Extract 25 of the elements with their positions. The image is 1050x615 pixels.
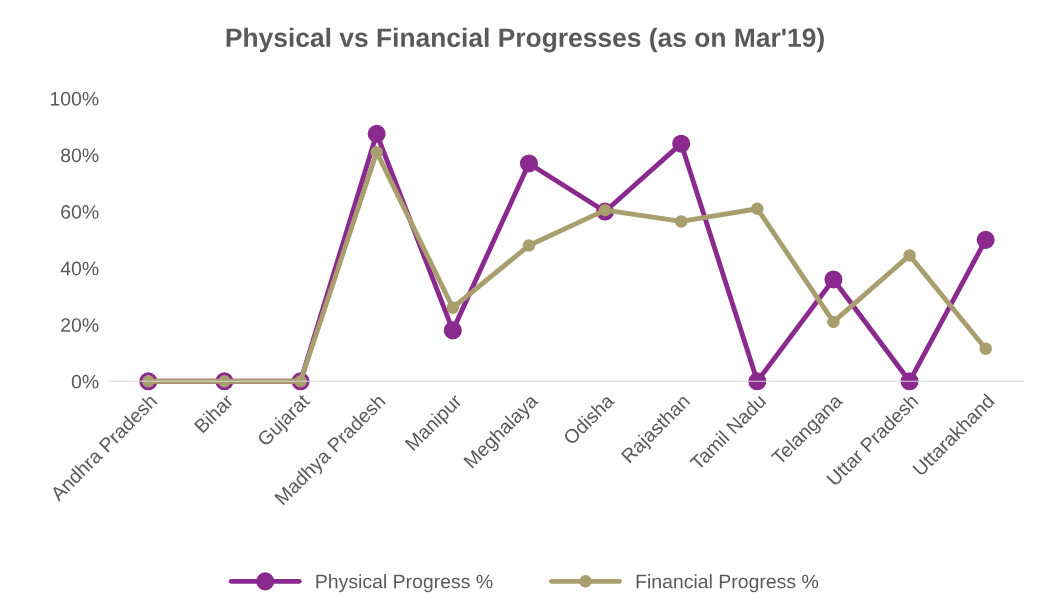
legend-label: Financial Progress % <box>636 574 819 593</box>
y-tick-label: 0% <box>71 374 99 389</box>
point <box>370 145 383 159</box>
point <box>672 134 691 153</box>
y-tick-label: 80% <box>61 148 99 163</box>
point <box>979 342 992 356</box>
point <box>751 202 764 215</box>
point <box>824 270 843 289</box>
legend-label: Physical Progress % <box>316 574 493 593</box>
point <box>903 249 916 262</box>
point <box>443 321 462 340</box>
point <box>976 230 995 249</box>
y-tick-label: 60% <box>61 205 99 219</box>
point <box>522 239 536 252</box>
point <box>900 372 919 391</box>
y-tick-label: 100% <box>50 91 99 106</box>
point <box>748 372 767 391</box>
y-tick-label: 40% <box>60 261 99 276</box>
point <box>674 215 688 228</box>
point <box>367 124 386 143</box>
point <box>827 315 840 329</box>
chart-title: Physical vs Financial Progresses (as on Mar'19) <box>226 27 824 53</box>
point <box>519 154 538 173</box>
point <box>446 301 460 314</box>
y-tick-label: 20% <box>61 318 99 332</box>
